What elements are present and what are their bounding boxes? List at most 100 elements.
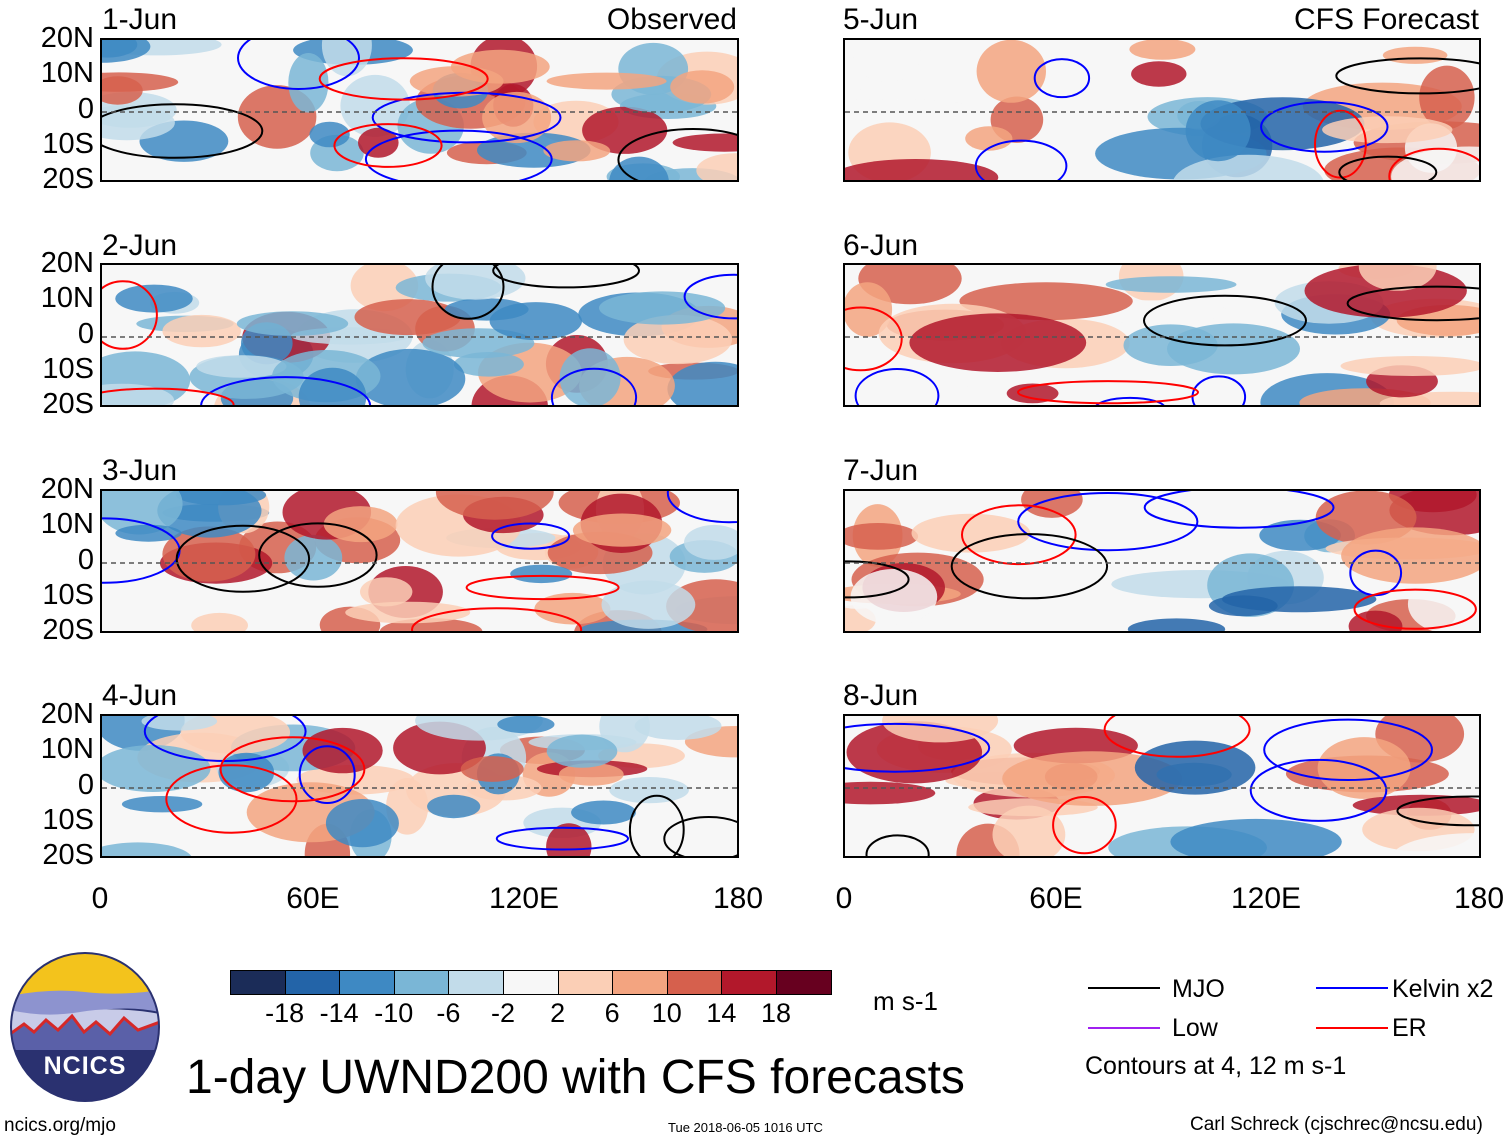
lat-label: 0	[77, 93, 94, 125]
colorbar-label: 18	[760, 998, 792, 1028]
anomaly-blob	[1131, 61, 1187, 87]
anomaly-blob	[558, 763, 624, 786]
anomaly-blob	[1419, 65, 1475, 130]
lat-label: 20S	[42, 839, 94, 871]
contour-line	[550, 367, 638, 405]
colorbar-cell	[284, 970, 341, 995]
anomaly-blob	[845, 159, 999, 180]
contour-line	[1103, 716, 1251, 758]
contour-line	[364, 129, 553, 180]
panel-date: 7-Jun	[843, 454, 919, 487]
anomaly-blob	[497, 716, 555, 734]
legend-label: Low	[1172, 1014, 1218, 1042]
legend-label: ER	[1392, 1014, 1427, 1042]
map-plot	[100, 263, 739, 407]
colorbar-cell	[776, 970, 832, 995]
anomaly-blob	[196, 355, 287, 378]
footer-timestamp: Tue 2018-06-05 1016 UTC	[668, 1120, 823, 1135]
map-plot	[100, 714, 739, 858]
colorbar-cell	[721, 970, 777, 995]
contour-line	[845, 306, 903, 372]
anomaly-blob	[599, 291, 726, 325]
anomaly-blob	[1105, 276, 1237, 293]
contour-line	[950, 533, 1109, 600]
lat-label: 20N	[40, 698, 94, 730]
contour-line	[845, 560, 910, 599]
contour-line	[102, 280, 158, 350]
panel-date: 6-Jun	[843, 229, 919, 262]
contour-line	[1095, 396, 1165, 405]
lon-label: 0	[91, 882, 109, 915]
anomaly-blob	[559, 348, 621, 405]
anomaly-blob	[218, 752, 275, 793]
lat-label: 0	[77, 769, 94, 801]
anomaly-blob	[354, 299, 461, 336]
anomaly-blob	[1391, 833, 1479, 856]
anomaly-blob	[162, 526, 256, 582]
anomaly-blob	[453, 352, 524, 377]
anomaly-blob	[1348, 610, 1403, 631]
contour-line	[258, 522, 378, 588]
anomaly-blob	[850, 569, 938, 625]
anomaly-blob	[965, 126, 1013, 151]
panel-date: 1-Jun	[102, 3, 178, 36]
contour-line	[200, 376, 372, 405]
lat-label: 20N	[40, 473, 94, 505]
colorbar-cell	[612, 970, 668, 995]
contour-line	[663, 816, 737, 856]
anomaly-blob	[845, 523, 919, 550]
anomaly-blob	[1391, 146, 1479, 180]
footer-url[interactable]: ncics.org/mjo	[4, 1115, 116, 1136]
anomaly-blob	[601, 580, 696, 629]
contour-line	[854, 368, 940, 405]
contour-line	[495, 826, 629, 851]
colorbar-label: -18	[265, 998, 305, 1028]
contour-line	[318, 57, 489, 101]
anomaly-blob	[102, 105, 175, 141]
anomaly-blob	[992, 805, 1066, 856]
anomaly-blob	[358, 127, 399, 158]
contour-line	[1143, 294, 1307, 347]
contour-line	[865, 834, 930, 856]
map-plot	[843, 38, 1481, 182]
anomaly-blob	[543, 140, 611, 162]
footer-author: Carl Schreck (cjschrec@ncsu.edu)	[1190, 1114, 1483, 1135]
anomaly-blob	[102, 40, 151, 63]
lat-label: 10N	[40, 282, 94, 314]
contour-line	[666, 491, 737, 524]
colorbar-label: 14	[706, 998, 737, 1028]
anomaly-blob	[609, 777, 689, 804]
legend-line-kelvin	[1316, 987, 1388, 989]
lon-label: 0	[835, 882, 853, 915]
anomaly-blob	[435, 491, 554, 520]
anomaly-blob	[355, 348, 466, 405]
anomaly-blob	[450, 49, 550, 84]
panel-date: 2-Jun	[102, 229, 178, 262]
lat-label: 10N	[40, 57, 94, 89]
contour-line	[683, 273, 737, 320]
anomaly-blob	[911, 513, 1031, 553]
colorbar-label: 10	[651, 998, 682, 1028]
lon-label: 120E	[1230, 882, 1302, 915]
lon-label: 60E	[1029, 882, 1083, 915]
anomaly-blob	[141, 716, 218, 731]
anomaly-blob	[102, 842, 192, 856]
anomaly-blob	[684, 524, 737, 560]
anomaly-blob	[1134, 740, 1256, 795]
lat-label: 10S	[42, 128, 94, 160]
panel-date: 4-Jun	[102, 679, 178, 712]
map-plot	[843, 489, 1481, 633]
legend-note: Contours at 4, 12 m s-1	[1085, 1052, 1347, 1080]
colorbar-cell	[393, 970, 450, 995]
lat-label: 0	[77, 318, 94, 350]
map-plot	[100, 489, 739, 633]
anomaly-blob	[1173, 154, 1324, 180]
colorbar-unit: m s-1	[873, 986, 938, 1016]
colorbar-cell	[230, 970, 286, 995]
lat-label: 10S	[42, 804, 94, 836]
lon-label: 120E	[488, 882, 560, 915]
anomaly-blob	[288, 53, 329, 113]
anomaly-blob	[1352, 794, 1479, 816]
contour-line	[1396, 795, 1479, 827]
contour-line	[298, 745, 356, 804]
